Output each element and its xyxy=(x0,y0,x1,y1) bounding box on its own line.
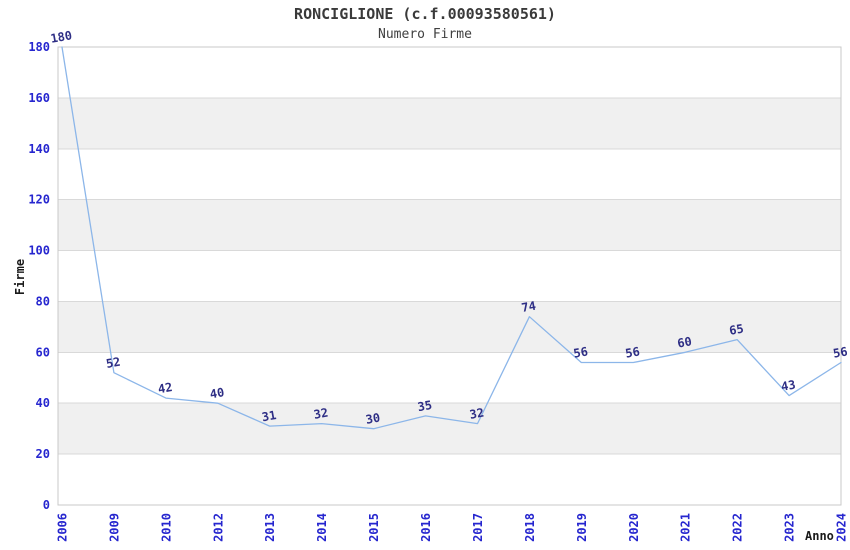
data-point-label: 52 xyxy=(105,355,122,371)
data-point-label: 43 xyxy=(780,378,797,394)
x-tick-label: 2013 xyxy=(263,513,277,542)
data-point-label: 40 xyxy=(209,385,226,401)
y-tick-label: 180 xyxy=(28,40,50,54)
y-tick-label: 120 xyxy=(28,193,50,207)
data-point-label: 56 xyxy=(624,344,641,360)
x-tick-label: 2018 xyxy=(523,513,537,542)
data-point-label: 180 xyxy=(49,28,73,46)
x-tick-label: 2023 xyxy=(783,513,797,542)
x-axis-title: Anno xyxy=(805,529,834,543)
data-point-label: 30 xyxy=(365,411,382,427)
x-tick-label: 2009 xyxy=(107,513,121,542)
background-band xyxy=(58,97,841,149)
x-tick-label: 2015 xyxy=(367,513,381,542)
x-tick-label: 2010 xyxy=(159,513,173,542)
data-point-label: 32 xyxy=(468,405,485,421)
data-point-label: 56 xyxy=(572,344,589,360)
x-tick-label: 2021 xyxy=(679,513,693,542)
x-tick-label: 2024 xyxy=(835,513,849,542)
data-point-label: 31 xyxy=(261,408,278,424)
background-band xyxy=(58,301,841,353)
chart-title: RONCIGLIONE (c.f.00093580561) xyxy=(294,5,556,23)
data-point-label: 60 xyxy=(676,334,693,350)
x-tick-label: 2017 xyxy=(471,513,485,542)
x-tick-label: 2016 xyxy=(419,513,433,542)
data-point-label: 56 xyxy=(832,344,849,360)
y-tick-label: 80 xyxy=(36,294,50,308)
y-tick-label: 140 xyxy=(28,142,50,156)
data-point-label: 74 xyxy=(520,299,537,315)
y-tick-label: 40 xyxy=(36,396,50,410)
y-tick-label: 60 xyxy=(36,345,50,359)
y-tick-label: 0 xyxy=(43,498,50,512)
x-tick-label: 2020 xyxy=(627,513,641,542)
chart-subtitle: Numero Firme xyxy=(378,27,472,42)
y-tick-label: 20 xyxy=(36,447,50,461)
background-band xyxy=(58,403,841,455)
x-tick-label: 2014 xyxy=(315,513,329,542)
x-tick-label: 2012 xyxy=(211,513,225,542)
data-point-label: 42 xyxy=(157,380,174,396)
x-tick-label: 2022 xyxy=(731,513,745,542)
data-point-label: 65 xyxy=(728,322,745,338)
data-line xyxy=(61,46,842,430)
y-tick-label: 160 xyxy=(28,91,50,105)
plot-border xyxy=(57,46,842,506)
x-tick-label: 2006 xyxy=(56,513,70,542)
y-tick-label: 100 xyxy=(28,244,50,258)
data-point-label: 32 xyxy=(313,405,330,421)
background-band xyxy=(58,199,841,251)
x-tick-label: 2019 xyxy=(575,513,589,542)
y-axis-title: Firme xyxy=(13,259,27,295)
data-point-label: 35 xyxy=(417,398,434,414)
